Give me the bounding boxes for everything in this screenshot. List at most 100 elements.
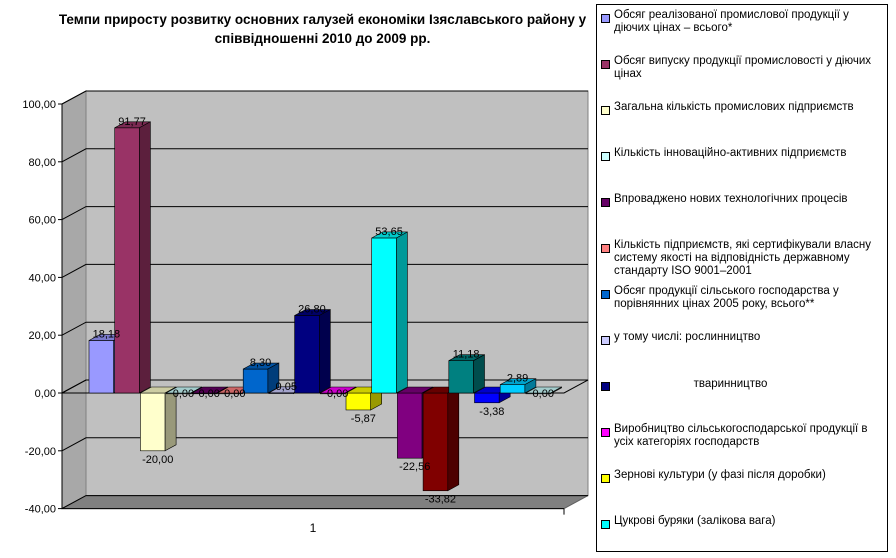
bar-5 <box>191 386 228 395</box>
data-label: 8,30 <box>250 357 271 369</box>
legend-label: Цукрові буряки (залікова вага) <box>614 515 776 527</box>
gridline <box>61 206 588 221</box>
legend-swatch <box>601 198 610 207</box>
bar-front <box>88 340 115 394</box>
bar-front <box>140 392 166 452</box>
bar-front <box>474 392 500 404</box>
legend-swatch <box>601 336 610 345</box>
bar-side <box>139 121 151 394</box>
data-label: 26,80 <box>298 304 326 316</box>
bar-side <box>164 386 177 452</box>
data-label: 0,00 <box>327 388 348 400</box>
y-tick-label: 0,00 <box>35 388 56 400</box>
chart-plot-area: 100,00 80,00 60,00 40,00 20,00 0,00 -20,00 -40,… <box>22 90 589 535</box>
bar-9 <box>294 309 331 394</box>
plot-side-wall <box>61 90 87 510</box>
y-tick-label: -40,00 <box>25 504 56 516</box>
data-label: -20,00 <box>142 454 173 466</box>
bar-15 <box>448 354 485 394</box>
bar-side <box>473 354 485 394</box>
bars-group <box>88 121 562 492</box>
y-tick-label: 80,00 <box>28 157 56 169</box>
legend-swatch <box>601 60 610 69</box>
legend-item: Кількість підприємств, які сертифікували… <box>597 239 887 278</box>
data-label: -3,38 <box>479 406 504 418</box>
legend-item: Обсяг випуску продукції промисловості у … <box>597 55 887 81</box>
data-label: 11,18 <box>453 349 480 361</box>
data-label: -22,56 <box>399 461 430 473</box>
bar-front <box>242 368 269 394</box>
legend-swatch <box>601 14 610 23</box>
bar-2 <box>114 121 151 394</box>
legend-swatch <box>601 520 610 529</box>
gridline <box>61 321 588 336</box>
data-label: 0,00 <box>224 388 245 400</box>
bar-7 <box>242 362 280 394</box>
legend-label: Обсяг випуску продукції промисловості у … <box>614 55 872 80</box>
y-tick-label: 40,00 <box>28 272 56 284</box>
y-tick-label: -20,00 <box>25 446 56 458</box>
legend-label: Загальна кількість промислових підприємс… <box>614 101 854 113</box>
legend-item: Загальна кількість промислових підприємс… <box>597 101 887 115</box>
legend-item: Обсяг продукції сільського господарства … <box>597 285 887 311</box>
bar-10 <box>319 386 357 395</box>
bar-17 <box>499 378 537 394</box>
bar-side <box>550 386 562 395</box>
data-label: 18,18 <box>93 328 121 340</box>
bar-front <box>114 127 140 394</box>
bar-side <box>447 386 460 492</box>
gridline <box>61 90 588 105</box>
legend-label: Впроваджено нових технологічних процесів <box>614 193 848 205</box>
legend-item: Обсяг реалізованої промислової продукції… <box>597 9 887 35</box>
bar-front <box>294 315 320 394</box>
bar-12 <box>371 231 408 394</box>
legend-label: тваринництво <box>693 378 768 390</box>
legend-swatch <box>601 106 610 115</box>
y-tick-label: 60,00 <box>28 215 56 227</box>
data-label: 2,89 <box>507 373 528 385</box>
legend-item: Цукрові буряки (залікова вага) <box>597 515 887 529</box>
legend-swatch <box>601 152 610 161</box>
legend-swatch <box>601 290 610 299</box>
gridline <box>61 495 588 510</box>
y-tick-label: 100,00 <box>22 99 56 111</box>
legend-swatch <box>601 382 610 391</box>
bar-front <box>345 392 372 411</box>
bar-side <box>318 309 331 394</box>
bar-3 <box>140 386 177 452</box>
legend-label: у тому числі: рослинництво <box>614 331 761 343</box>
data-labels-group: 18,18 91,77 -20,00 0,00 0,00 0,00 8,30 0,05 26,8… <box>93 116 554 506</box>
gridline <box>61 263 588 278</box>
bar-front <box>422 392 449 492</box>
legend-item: у тому числі: рослинництво <box>597 331 887 345</box>
chart-legend: Обсяг реалізованої промислової продукції… <box>596 4 888 552</box>
legend-item: Виробництво сільськогосподарської продук… <box>597 423 887 449</box>
legend-label: Обсяг продукції сільського господарства … <box>614 285 839 310</box>
gridline <box>61 148 588 163</box>
plot-floor <box>61 495 589 510</box>
data-label: 0,05 <box>276 381 297 393</box>
legend-label: Кількість підприємств, які сертифікували… <box>614 239 871 277</box>
x-category-label: 1 <box>310 521 317 535</box>
legend-item: Впроваджено нових технологічних процесів <box>597 193 887 207</box>
legend-item: Зернові культури (у фазі після доробки) <box>597 469 887 483</box>
bar-front <box>499 384 526 394</box>
data-label: -33,82 <box>425 494 456 506</box>
bar-front <box>371 237 397 394</box>
bar-14 <box>422 386 460 492</box>
legend-swatch <box>601 474 610 483</box>
bar-side <box>396 231 408 394</box>
legend-item: тваринництво <box>597 377 887 391</box>
bar-front <box>397 392 423 459</box>
data-label: 0,00 <box>173 388 194 400</box>
data-label: 91,77 <box>118 116 146 128</box>
data-label: 0,00 <box>198 388 219 400</box>
bar-side <box>524 378 537 394</box>
bar-front <box>448 360 474 394</box>
bar-side <box>267 362 280 394</box>
legend-label: Виробництво сільськогосподарської продук… <box>614 423 868 448</box>
legend-swatch <box>601 244 610 253</box>
legend-label: Обсяг реалізованої промислової продукції… <box>614 9 849 34</box>
data-label: 53,65 <box>375 226 403 238</box>
legend-item: Кількість інноваційно-активних підприємс… <box>597 147 887 161</box>
